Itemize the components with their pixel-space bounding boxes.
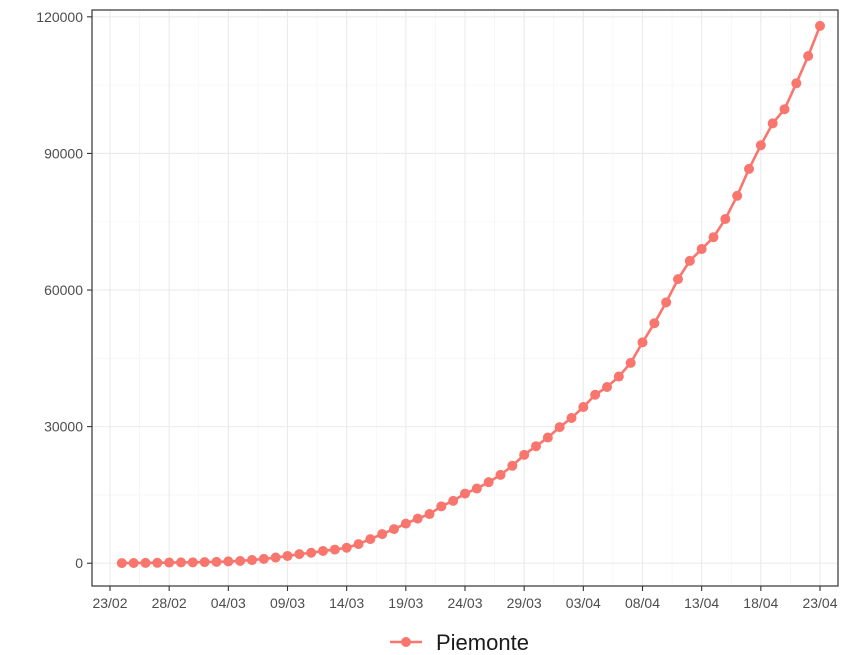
series-layer	[116, 20, 825, 569]
y-tick-label: 90000	[44, 145, 83, 161]
data-point	[306, 547, 317, 558]
data-point	[791, 78, 802, 89]
x-tick-label: 13/04	[684, 595, 719, 611]
y-tick-label: 60000	[44, 282, 83, 298]
data-point	[329, 544, 340, 555]
x-tick-label: 23/02	[92, 595, 127, 611]
data-point	[803, 50, 814, 61]
data-point	[483, 477, 494, 488]
data-point	[282, 550, 293, 561]
data-point	[448, 495, 459, 506]
y-tick-label: 30000	[44, 419, 83, 435]
x-tick-label: 29/03	[507, 595, 542, 611]
data-point	[377, 529, 388, 540]
data-point	[613, 371, 624, 382]
data-point	[590, 389, 601, 400]
data-point	[637, 337, 648, 348]
data-point	[471, 483, 482, 494]
x-tick-label: 28/02	[152, 595, 187, 611]
data-point	[708, 232, 719, 243]
x-axis: 23/02 28/02 04/03 09/03 14/03 19/03 24/03 29/03…	[92, 586, 838, 611]
data-point	[152, 557, 163, 568]
data-point	[566, 412, 577, 423]
data-point	[140, 557, 151, 568]
y-tick-label: 0	[75, 555, 83, 571]
data-point	[436, 501, 447, 512]
x-tick-label: 24/03	[447, 595, 482, 611]
data-point	[744, 163, 754, 174]
data-point	[424, 509, 435, 520]
data-point	[625, 357, 636, 368]
data-point	[294, 549, 305, 560]
data-point	[199, 557, 210, 568]
data-point	[673, 274, 683, 285]
x-tick-label: 03/04	[566, 595, 601, 611]
data-point	[258, 553, 269, 564]
data-point	[578, 402, 589, 413]
data-point	[412, 513, 423, 524]
data-point	[128, 558, 139, 569]
data-point	[720, 213, 731, 224]
data-point	[235, 555, 246, 566]
data-point	[211, 556, 222, 567]
data-point	[318, 545, 328, 556]
data-point	[164, 557, 175, 568]
data-point	[815, 20, 825, 31]
data-point	[732, 190, 743, 201]
data-point	[270, 552, 281, 563]
x-tick-label: 14/03	[329, 595, 364, 611]
data-point	[649, 318, 660, 329]
x-tick-label: 04/03	[211, 595, 246, 611]
data-point	[187, 557, 198, 568]
y-axis: 0 30000 60000 90000 120000	[36, 9, 92, 571]
data-point	[542, 432, 553, 443]
data-point	[767, 118, 778, 129]
minor-gridlines	[92, 10, 838, 586]
data-point	[779, 104, 790, 115]
data-point	[176, 557, 186, 568]
x-tick-label: 18/04	[743, 595, 778, 611]
data-point	[755, 140, 766, 151]
data-point	[365, 534, 376, 545]
data-point	[353, 539, 364, 550]
legend: Piemonte	[390, 630, 529, 655]
data-point	[389, 524, 399, 535]
data-point	[696, 244, 707, 255]
data-point	[495, 469, 506, 480]
y-tick-label: 120000	[36, 9, 83, 25]
x-tick-label: 23/04	[802, 595, 837, 611]
data-point	[602, 382, 612, 393]
legend-label: Piemonte	[436, 630, 529, 655]
data-point	[519, 449, 530, 460]
data-point	[460, 488, 470, 499]
x-tick-label: 09/03	[270, 595, 305, 611]
data-point	[684, 255, 695, 266]
x-tick-label: 08/04	[625, 595, 660, 611]
data-point	[661, 297, 672, 308]
data-point	[116, 558, 127, 569]
data-point	[554, 422, 565, 433]
data-point	[341, 542, 352, 553]
legend-key-point	[401, 637, 411, 647]
data-point	[531, 441, 541, 452]
data-point	[507, 460, 518, 471]
data-point	[247, 555, 257, 566]
data-point	[223, 556, 234, 567]
data-point	[400, 518, 411, 529]
x-tick-label: 19/03	[388, 595, 423, 611]
